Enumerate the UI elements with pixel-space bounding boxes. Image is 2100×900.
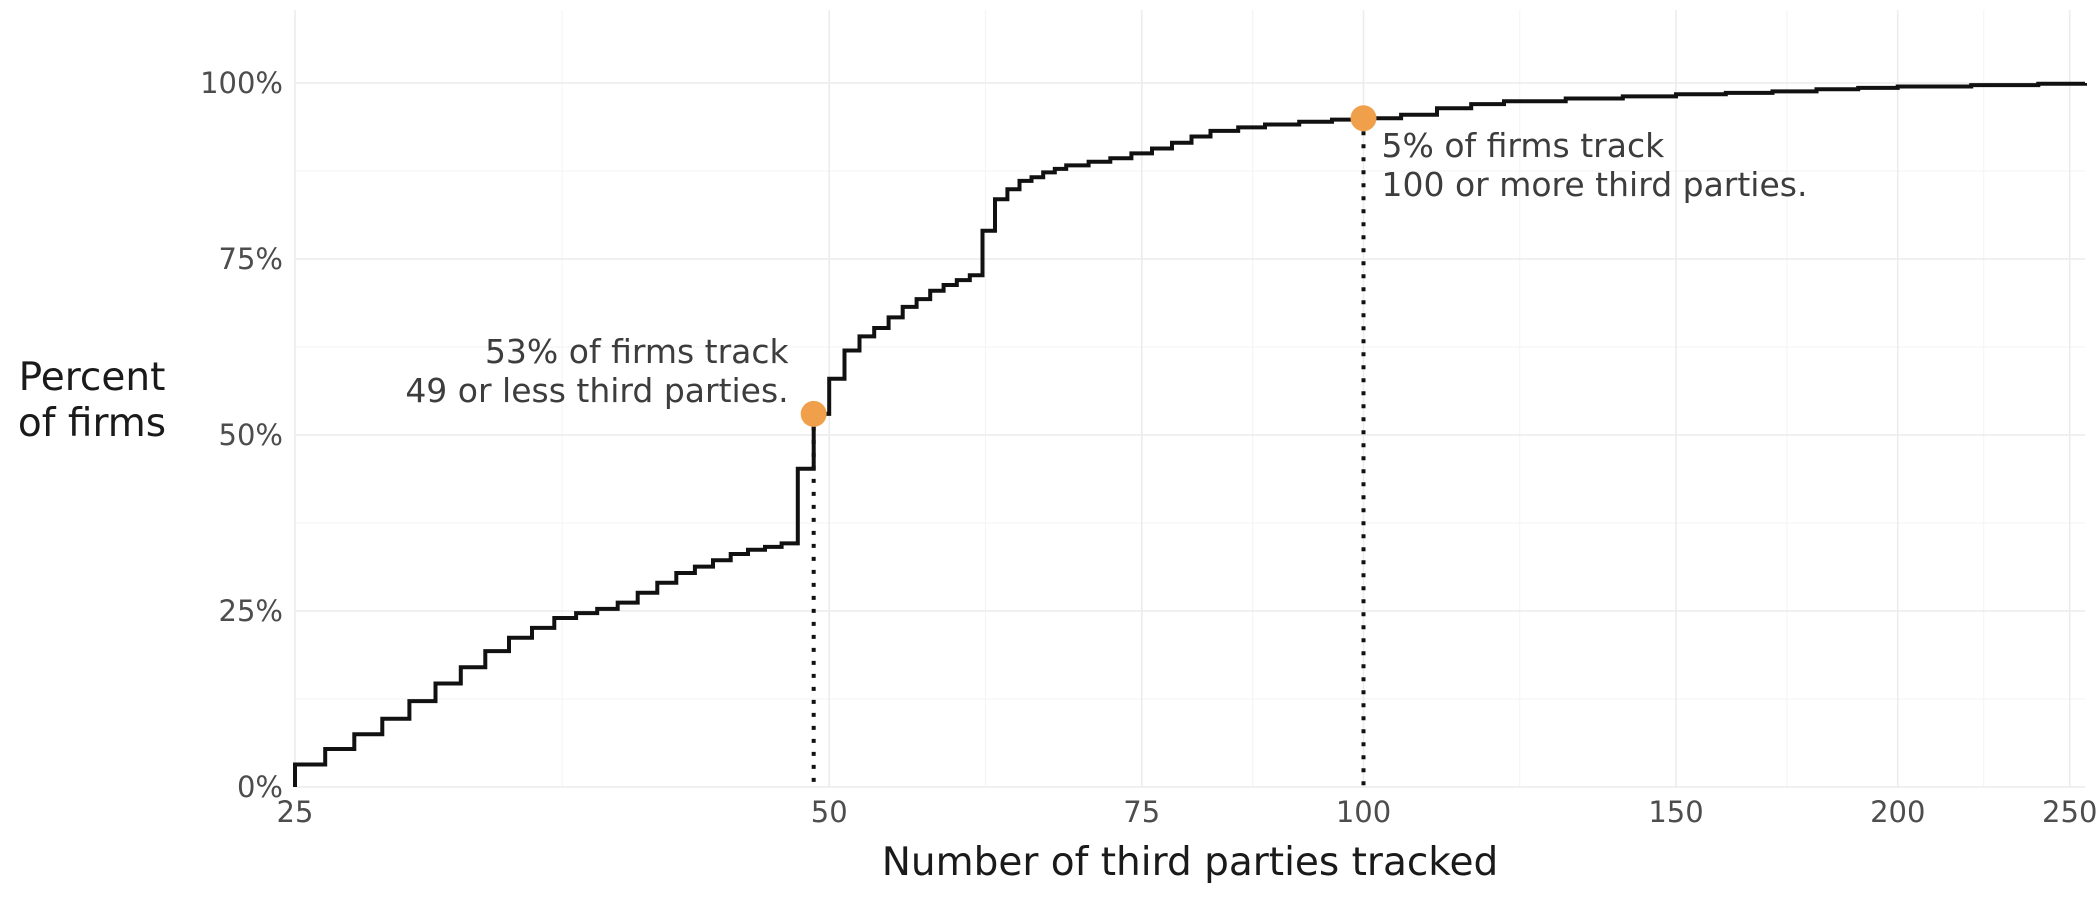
highlight-points [800, 105, 1377, 427]
y-tick-label: 25% [219, 594, 283, 628]
y-axis-ticks: 0% 25% 50% 75% 100% [200, 66, 283, 804]
y-tick-label: 50% [219, 418, 283, 452]
grid [294, 10, 2085, 788]
y-axis-title-line: Percent [19, 355, 166, 400]
x-tick-label: 200 [1870, 795, 1925, 829]
x-tick-label: 25 [277, 795, 314, 829]
y-tick-label: 0% [237, 770, 283, 804]
y-tick-label: 100% [200, 66, 283, 100]
x-tick-label: 150 [1648, 795, 1703, 829]
x-axis-title: Number of third parties tracked [882, 840, 1499, 885]
x-tick-label: 75 [1123, 795, 1160, 829]
highlight-point [1350, 105, 1377, 132]
x-axis-ticks: 25 50 75 100 150 200 250 [277, 795, 2098, 829]
annotation-line: 53% of firms track [485, 332, 790, 371]
y-tick-label: 75% [219, 242, 283, 276]
annotation-line: 100 or more third parties. [1381, 165, 1807, 204]
series-layer [293, 81, 2087, 787]
x-tick-label: 100 [1336, 795, 1391, 829]
x-tick-label: 50 [811, 795, 848, 829]
annotation-line: 5% of firms track [1381, 126, 1665, 165]
cdf-step-line [293, 81, 2087, 787]
x-tick-label: 250 [2042, 795, 2097, 829]
y-axis-title: Percent of firms [18, 355, 166, 446]
reference-lines [811, 118, 1366, 787]
annotation-line: 49 or less third parties. [405, 371, 788, 410]
highlight-point [800, 400, 827, 427]
y-axis-title-line: of firms [18, 401, 166, 446]
